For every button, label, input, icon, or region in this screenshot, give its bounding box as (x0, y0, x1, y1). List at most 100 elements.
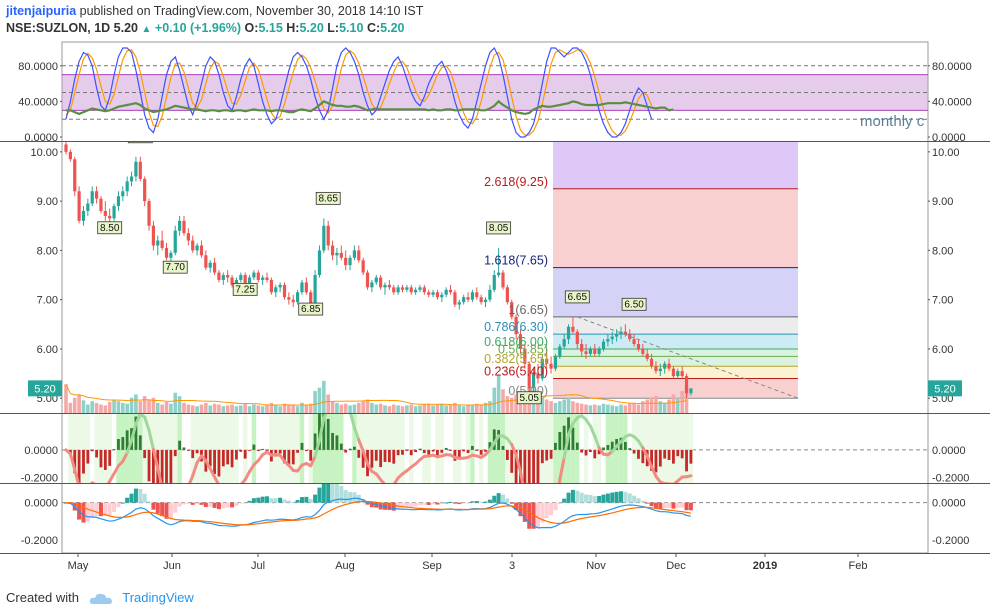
author-name[interactable]: jitenjaipuria (6, 4, 77, 18)
swing-label-box (564, 290, 590, 304)
squeeze-bg (658, 414, 663, 483)
squeeze-signal-line (191, 461, 199, 478)
macd-histogram-bar (649, 502, 654, 507)
volume-bar (313, 391, 317, 413)
swing-label: 6.85 (301, 304, 321, 315)
squeeze-bg (173, 414, 178, 483)
volume-bar (112, 399, 116, 413)
volume-bar (287, 404, 291, 413)
squeeze-bar (309, 449, 313, 461)
squeeze-bar (265, 449, 269, 451)
candle-body (597, 348, 601, 354)
squeeze-bar (252, 444, 256, 450)
squeeze-bar (449, 449, 452, 451)
candle-body (160, 240, 164, 248)
squeeze-bar (641, 449, 645, 464)
macd-histogram-bar (562, 498, 567, 503)
macd-histogram-bar (417, 502, 422, 506)
squeeze-bar (637, 449, 640, 459)
squeeze-bar (414, 449, 417, 453)
squeeze-bg (221, 414, 226, 483)
volume-bar (147, 399, 151, 413)
last-price-tag-right (928, 380, 962, 397)
swing-label: 8.50 (100, 223, 120, 234)
candle-body (326, 225, 330, 246)
squeeze-bar (396, 449, 400, 456)
candle-body (457, 302, 461, 305)
candle-body (370, 282, 374, 288)
macd-histogram-bar (199, 502, 204, 505)
low-value: 5.10 (339, 21, 364, 35)
squeeze-signal-line (645, 454, 654, 469)
macd-histogram-bar (273, 498, 278, 503)
squeeze-bar (479, 449, 483, 455)
macd-histogram-bar (387, 502, 392, 511)
squeeze-bg (583, 414, 589, 483)
stoch-tick-right: 0.0000 (932, 132, 966, 144)
squeeze-bar (326, 418, 330, 450)
tradingview-brand-link[interactable]: TradingView (122, 590, 194, 605)
squeeze-signal-line (514, 453, 522, 474)
trend-line (577, 316, 799, 399)
squeeze-bar (422, 449, 426, 454)
squeeze-bar (593, 449, 597, 459)
volume-bar (422, 404, 427, 413)
volume-bar (544, 399, 549, 413)
volume-bar (558, 401, 562, 413)
squeeze-signal-line (243, 470, 252, 482)
squeeze-signal-line (588, 424, 597, 438)
macd-histogram-bar (461, 502, 466, 504)
candle-body (431, 292, 435, 295)
candle-body (466, 297, 470, 300)
candle-body (300, 282, 304, 293)
price-tick-right: 8.00 (932, 245, 953, 257)
squeeze-signal-line (228, 491, 232, 493)
macd-histogram-bar (479, 501, 484, 503)
footer: Created with TradingView (6, 590, 194, 606)
volume-bar (575, 402, 580, 413)
macd-histogram-bar (444, 502, 449, 504)
squeeze-bar (532, 449, 535, 483)
squeeze-tick-right: -0.2000 (932, 472, 969, 484)
candle-body (671, 368, 676, 377)
squeeze-bg (649, 414, 654, 483)
symbol-info: NSE:SUZLON, 1D 5.20 ▲ +0.10 (+1.96%) O:5… (6, 21, 404, 35)
candle-body (261, 277, 265, 280)
squeeze-signal-line (175, 514, 179, 527)
swing-label: 7.70 (166, 262, 186, 273)
candle-body (684, 376, 689, 394)
time-axis-label: Feb (849, 560, 868, 572)
squeeze-bar (676, 449, 680, 457)
volume-bar (361, 401, 365, 413)
volume-bar (278, 406, 282, 413)
candle-body (623, 331, 627, 335)
macd-histogram-bar (675, 502, 680, 508)
up-triangle-icon: ▲ (141, 24, 152, 35)
volume-bar (155, 402, 160, 413)
squeeze-bar (514, 449, 518, 483)
squeeze-bg (400, 414, 405, 483)
candle-body (204, 255, 208, 268)
squeeze-bar (663, 449, 667, 459)
fib-zone (553, 366, 798, 379)
fib-label: 0.786(6.30) (484, 320, 548, 334)
candle-body (440, 294, 444, 298)
squeeze-signal-line (518, 470, 525, 483)
squeeze-bar (134, 416, 138, 450)
macd-histogram-bar (627, 493, 632, 503)
macd-histogram-bar (151, 502, 156, 510)
macd-histogram-bar (243, 502, 248, 504)
squeeze-bg (679, 414, 685, 483)
candle-body (226, 275, 230, 278)
volume-bar (68, 402, 73, 413)
macd-histogram-bar (505, 498, 510, 503)
price-tick-left: 7.00 (37, 295, 58, 307)
squeeze-signal-line (361, 449, 370, 466)
macd-histogram-bar (282, 499, 287, 503)
macd-tick-right: 0.0000 (932, 498, 966, 510)
candle-body (164, 247, 169, 258)
squeeze-bg (391, 414, 396, 483)
fib-zone (553, 356, 798, 367)
time-axis-label: Dec (666, 560, 686, 572)
